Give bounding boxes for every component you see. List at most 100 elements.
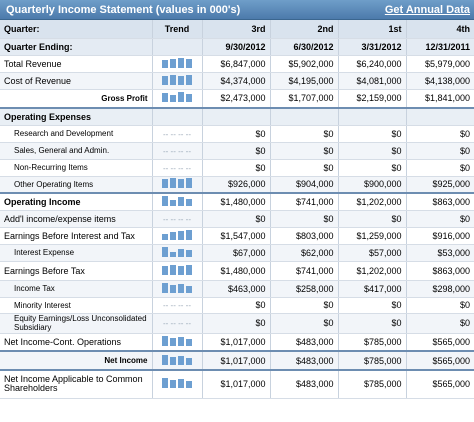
value-cell: $1,017,000: [201, 333, 270, 352]
value-cell: $483,000: [269, 351, 338, 371]
row-label: Add'l income/expense items: [0, 210, 152, 228]
trend-bar: [186, 249, 192, 257]
trend-bar: [162, 335, 168, 346]
trend-bar: [162, 282, 168, 293]
trend-cell[interactable]: [151, 370, 202, 399]
trend-bar: [186, 229, 192, 240]
row-label: Earnings Before Tax: [0, 261, 152, 281]
trend-bar: [178, 283, 184, 293]
trend-bar-chart-icon[interactable]: [162, 335, 192, 346]
trend-bar: [170, 264, 176, 275]
trend-blank: [151, 38, 202, 56]
ending-date-3: 3/31/2012: [337, 38, 406, 56]
trend-bar: [178, 196, 184, 206]
quarter-col-4: 4th: [405, 20, 474, 39]
trend-cell: -- -- -- --: [151, 297, 202, 314]
trend-bar-chart-icon[interactable]: [162, 354, 192, 365]
value-cell: $1,017,000: [201, 370, 270, 399]
value-cell: $863,000: [405, 193, 474, 211]
table-row: Equity Earnings/Loss Unconsolidated Subs…: [0, 313, 474, 334]
trend-bar: [178, 230, 184, 240]
value-cell: $916,000: [405, 227, 474, 245]
value-cell: $6,847,000: [201, 55, 270, 73]
value-cell: $0: [269, 313, 338, 334]
income-table: Quarter: Trend 3rd 2nd 1st 4th Quarter E…: [0, 20, 474, 399]
trend-bar: [186, 58, 192, 68]
trend-bar: [186, 381, 192, 389]
trend-bar: [162, 246, 168, 257]
trend-cell[interactable]: [151, 72, 202, 90]
value-cell: $4,374,000: [201, 72, 270, 90]
row-label: Income Tax: [0, 280, 152, 298]
trend-bar-chart-icon[interactable]: [162, 178, 192, 189]
trend-bar: [170, 356, 176, 365]
trend-bar-chart-icon[interactable]: [162, 229, 192, 240]
trend-placeholder: -- -- -- --: [163, 319, 191, 328]
value-cell: $1,202,000: [337, 261, 406, 281]
trend-bar-chart-icon[interactable]: [162, 264, 192, 275]
value-cell: $741,000: [269, 193, 338, 211]
trend-bar: [178, 265, 184, 275]
trend-cell[interactable]: [151, 333, 202, 352]
value-cell: $1,259,000: [337, 227, 406, 245]
trend-bar: [170, 284, 176, 293]
trend-bar: [170, 74, 176, 85]
trend-bar-chart-icon[interactable]: [162, 246, 192, 257]
value-cell: $1,017,000: [201, 351, 270, 371]
value-cell: $0: [405, 125, 474, 143]
value-cell: $0: [405, 142, 474, 160]
row-label: Earnings Before Interest and Tax: [0, 227, 152, 245]
value-cell: $62,000: [269, 244, 338, 262]
value-cell: $483,000: [269, 333, 338, 352]
trend-bar: [162, 265, 168, 275]
trend-bar-chart-icon[interactable]: [162, 195, 192, 206]
trend-cell[interactable]: [151, 89, 202, 109]
value-cell: $417,000: [337, 280, 406, 298]
trend-placeholder: -- -- -- --: [163, 214, 191, 224]
trend-cell[interactable]: [151, 280, 202, 298]
value-cell: $0: [201, 313, 270, 334]
trend-cell[interactable]: [151, 261, 202, 281]
value-cell: $0: [337, 125, 406, 143]
trend-bar-chart-icon[interactable]: [162, 378, 192, 389]
trend-cell[interactable]: [151, 193, 202, 211]
value-cell: $57,000: [337, 244, 406, 262]
value-cell: $1,480,000: [201, 193, 270, 211]
trend-bar-chart-icon[interactable]: [162, 57, 192, 68]
trend-bar-chart-icon[interactable]: [162, 282, 192, 293]
value-cell: $565,000: [405, 370, 474, 399]
trend-bar: [162, 179, 168, 189]
value-cell: $0: [337, 210, 406, 228]
trend-bar: [170, 199, 176, 206]
quarter-label: Quarter:: [0, 20, 152, 39]
value-cell: $4,138,000: [405, 72, 474, 90]
get-annual-data-link[interactable]: Get Annual Data: [384, 4, 470, 16]
trend-cell[interactable]: [151, 55, 202, 73]
quarter-col-1: 3rd: [201, 20, 270, 39]
trend-cell[interactable]: [151, 227, 202, 245]
value-cell: $53,000: [405, 244, 474, 262]
trend-bar: [162, 378, 168, 389]
value-cell: $0: [405, 210, 474, 228]
row-label: Sales, General and Admin.: [0, 142, 152, 160]
value-cell: $1,202,000: [337, 193, 406, 211]
statement-title: Quarterly Income Statement (values in 00…: [6, 4, 241, 16]
value-cell: $0: [337, 297, 406, 314]
row-label: Interest Expense: [0, 244, 152, 262]
value-cell: $741,000: [269, 261, 338, 281]
trend-bar: [186, 357, 192, 365]
quarter-ending-label: Quarter Ending:: [0, 38, 152, 56]
trend-cell[interactable]: [151, 176, 202, 194]
trend-bar-chart-icon[interactable]: [162, 92, 192, 103]
trend-placeholder: -- -- -- --: [163, 301, 191, 310]
value-cell: [201, 108, 270, 126]
trend-cell[interactable]: [151, 351, 202, 371]
table-row: Minority Interest -- -- -- -- $0 $0 $0 $0: [0, 297, 474, 314]
table-row: Earnings Before Interest and Tax $1,547,0…: [0, 227, 474, 245]
trend-bar: [178, 57, 184, 68]
value-cell: $1,841,000: [405, 89, 474, 109]
trend-bar-chart-icon[interactable]: [162, 74, 192, 85]
value-cell: $785,000: [337, 351, 406, 371]
trend-cell[interactable]: [151, 244, 202, 262]
trend-cell: -- -- -- --: [151, 210, 202, 228]
